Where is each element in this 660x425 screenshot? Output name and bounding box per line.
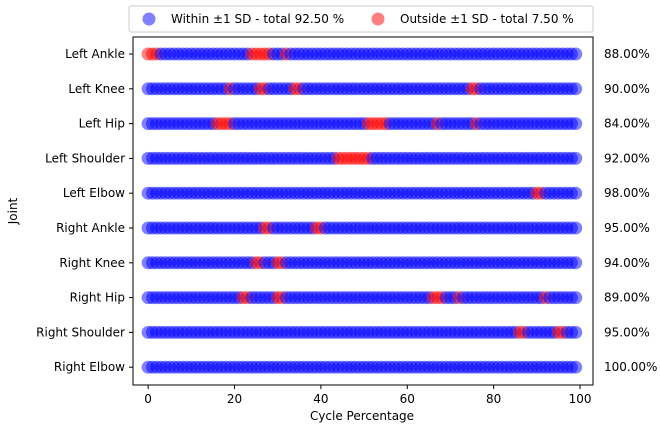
y-tick-label: Left Shoulder	[45, 151, 125, 165]
x-tick-label: 40	[313, 392, 328, 406]
legend-marker-within	[142, 12, 156, 26]
y-tick-label: Right Ankle	[56, 221, 125, 235]
x-tick-label: 60	[400, 392, 415, 406]
x-axis-title: Cycle Percentage	[310, 409, 414, 423]
y-tick-label: Right Hip	[70, 291, 125, 305]
data-points	[141, 47, 583, 374]
y-tick-label: Left Knee	[68, 82, 125, 96]
percent-labels: 88.00% 90.00% 84.00% 92.00% 98.00% 95.00% 94.0…	[604, 47, 657, 374]
percent-within-label: 100.00%	[604, 360, 657, 374]
percent-within-label: 90.00%	[604, 82, 650, 96]
percent-within-label: 88.00%	[604, 47, 650, 61]
percent-within-label: 98.00%	[604, 186, 650, 200]
y-axis: Left Ankle Left Knee Left Hip Left Shoulder…	[36, 47, 133, 374]
legend-label-outside: Outside ±1 SD - total 7.50 %	[400, 12, 574, 26]
plot-area	[132, 36, 594, 386]
percent-within-label: 95.00%	[604, 325, 650, 339]
percent-within-label: 95.00%	[604, 221, 650, 235]
point-within	[569, 47, 583, 61]
y-axis-title: Joint	[6, 197, 20, 225]
point-within	[569, 151, 583, 165]
y-tick-label: Right Knee	[59, 256, 125, 270]
point-within	[569, 325, 583, 339]
point-within	[569, 82, 583, 96]
legend-marker-outside	[371, 12, 385, 26]
point-within	[569, 360, 583, 374]
y-tick-label: Left Ankle	[65, 47, 125, 61]
x-tick-label: 0	[144, 392, 152, 406]
y-tick-label: Left Hip	[79, 117, 125, 131]
x-tick-label: 80	[486, 392, 501, 406]
x-tick-label: 20	[227, 392, 242, 406]
point-within	[569, 221, 583, 235]
y-tick-label: Left Elbow	[63, 186, 125, 200]
point-within	[569, 186, 583, 200]
point-within	[569, 117, 583, 131]
legend-frame	[128, 5, 594, 33]
x-tick-label: 100	[569, 392, 592, 406]
point-within	[569, 256, 583, 270]
point-within	[569, 291, 583, 305]
y-tick-label: Right Elbow	[54, 360, 125, 374]
percent-within-label: 92.00%	[604, 151, 650, 165]
percent-within-label: 84.00%	[604, 117, 650, 131]
percent-within-label: 89.00%	[604, 291, 650, 305]
legend-label-within: Within ±1 SD - total 92.50 %	[171, 12, 344, 26]
percent-within-label: 94.00%	[604, 256, 650, 270]
y-tick-label: Right Shoulder	[36, 325, 125, 339]
x-axis: 0 20 40 60 80 100	[144, 385, 591, 406]
legend: Within ±1 SD - total 92.50 % Outside ±1 …	[128, 5, 594, 33]
